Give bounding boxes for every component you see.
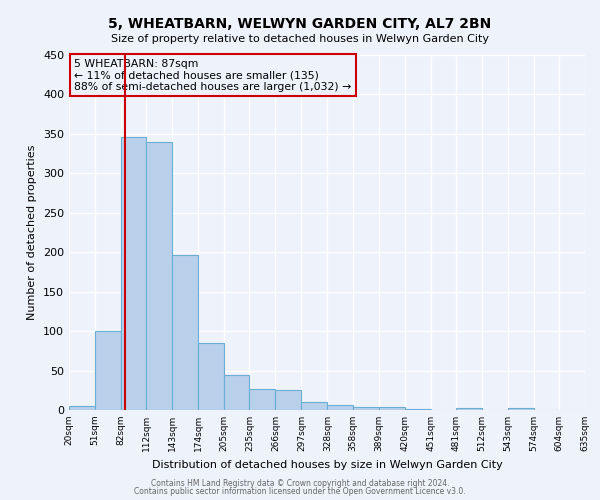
Text: 5 WHEATBARN: 87sqm
← 11% of detached houses are smaller (135)
88% of semi-detach: 5 WHEATBARN: 87sqm ← 11% of detached hou… bbox=[74, 58, 352, 92]
Bar bbox=[456, 408, 482, 410]
Bar bbox=[95, 331, 121, 410]
Bar bbox=[301, 402, 328, 410]
Text: 5, WHEATBARN, WELWYN GARDEN CITY, AL7 2BN: 5, WHEATBARN, WELWYN GARDEN CITY, AL7 2B… bbox=[109, 18, 491, 32]
Bar bbox=[328, 406, 353, 410]
Bar bbox=[275, 390, 301, 410]
Bar bbox=[224, 374, 250, 410]
Bar bbox=[508, 408, 534, 410]
Bar bbox=[121, 137, 146, 410]
Bar bbox=[404, 409, 431, 410]
Y-axis label: Number of detached properties: Number of detached properties bbox=[28, 145, 37, 320]
Bar bbox=[250, 388, 275, 410]
Bar bbox=[69, 406, 95, 410]
Bar bbox=[146, 142, 172, 410]
Bar bbox=[353, 407, 379, 410]
Bar bbox=[198, 343, 224, 410]
Text: Size of property relative to detached houses in Welwyn Garden City: Size of property relative to detached ho… bbox=[111, 34, 489, 44]
Text: Contains public sector information licensed under the Open Government Licence v3: Contains public sector information licen… bbox=[134, 487, 466, 496]
Bar bbox=[379, 407, 404, 410]
Text: Contains HM Land Registry data © Crown copyright and database right 2024.: Contains HM Land Registry data © Crown c… bbox=[151, 478, 449, 488]
Bar bbox=[172, 254, 198, 410]
X-axis label: Distribution of detached houses by size in Welwyn Garden City: Distribution of detached houses by size … bbox=[152, 460, 502, 469]
